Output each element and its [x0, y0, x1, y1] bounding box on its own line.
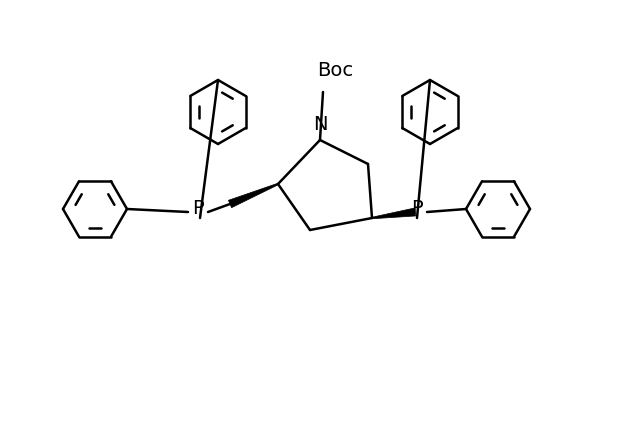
Text: P: P — [411, 198, 423, 217]
Polygon shape — [372, 208, 415, 219]
Text: P: P — [192, 198, 204, 217]
Polygon shape — [228, 183, 278, 208]
Text: Boc: Boc — [317, 61, 353, 80]
Text: N: N — [313, 115, 327, 134]
